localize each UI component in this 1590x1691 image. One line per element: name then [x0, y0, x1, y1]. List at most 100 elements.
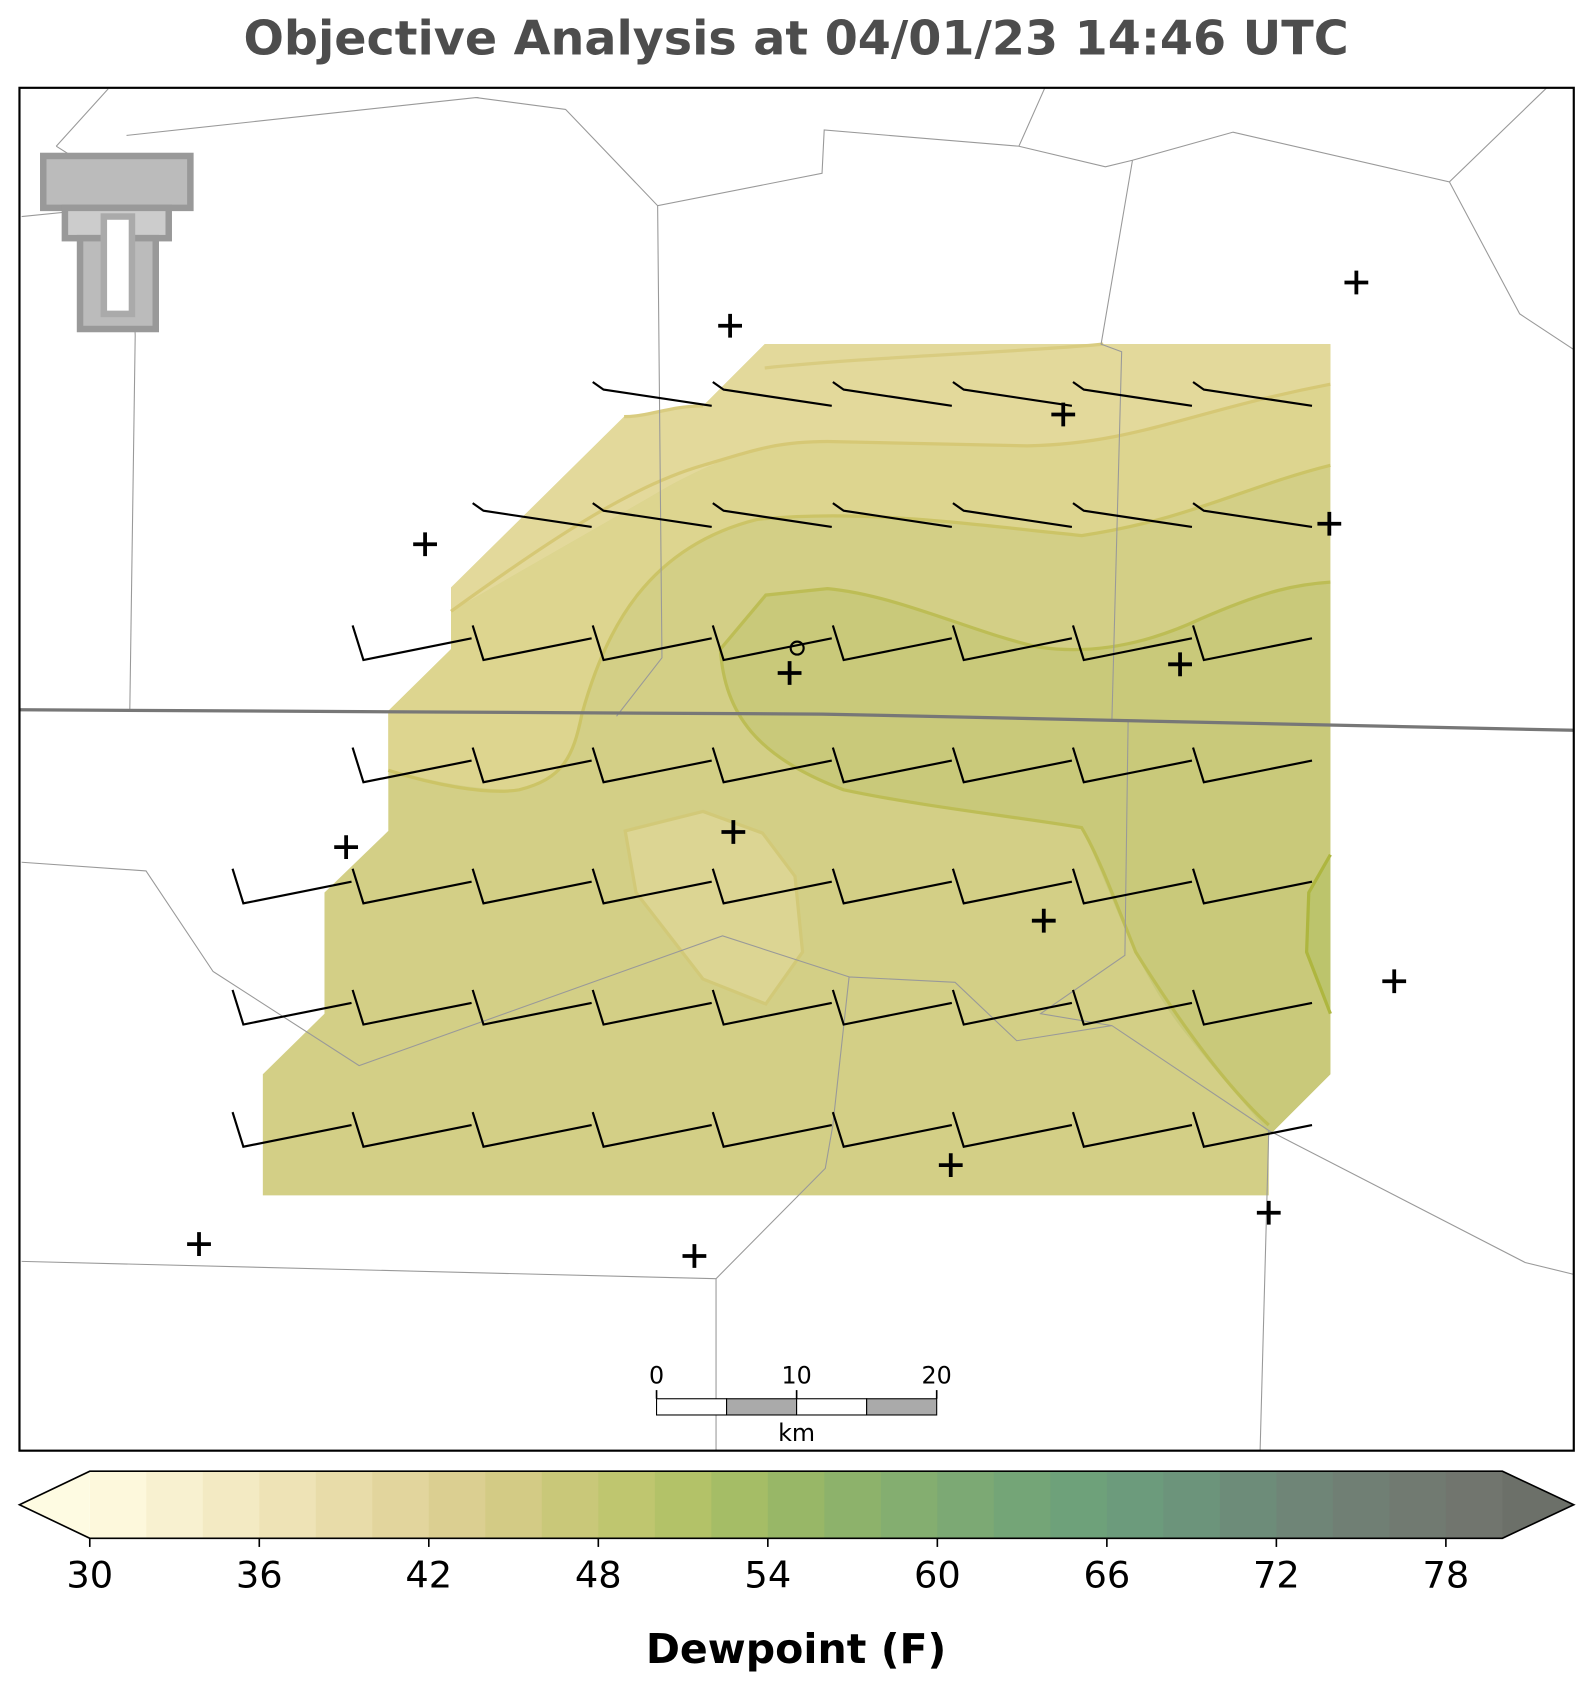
colorbar-bin [202, 1471, 260, 1539]
wind-barb [591, 989, 712, 1026]
wind-barb [471, 989, 592, 1026]
colorbar-tick-label: 42 [405, 1554, 452, 1597]
wind-barb [591, 747, 712, 784]
wind-barb [1071, 625, 1193, 662]
colorbar-tick-label: 66 [1083, 1554, 1130, 1597]
wind-barb [1192, 625, 1313, 662]
wind-barb [1071, 747, 1193, 784]
colorbar-bin [1219, 1471, 1277, 1539]
contour-fill [625, 811, 803, 1004]
station [718, 313, 743, 338]
wind-barb [951, 625, 1073, 662]
scale-segment [866, 1398, 938, 1416]
colorbar-bin [259, 1471, 317, 1539]
colorbar-tick-label: 48 [575, 1554, 622, 1597]
wind-barb [1071, 1111, 1193, 1148]
colorbar-bin [880, 1471, 938, 1539]
wind-barb [951, 989, 1073, 1026]
station [1382, 969, 1407, 994]
colorbar-tick-label: 54 [744, 1554, 791, 1597]
colorbar-bin [1163, 1471, 1221, 1539]
wind-barb [831, 747, 953, 784]
contour-fill [451, 344, 1331, 612]
colorbar: 30 36 42 48 54 60 66 72 78 [17, 1470, 1576, 1597]
scale-segment [656, 1398, 728, 1416]
wind-barb [1071, 868, 1193, 905]
colorbar-over [1502, 1471, 1574, 1539]
colorbar-tick-label: 72 [1253, 1554, 1300, 1597]
wind-barb [1192, 868, 1313, 905]
wind-barb [1192, 381, 1313, 407]
colorbar-bin [1106, 1471, 1164, 1539]
wind-barb [591, 625, 712, 662]
colorbar-bin [315, 1471, 373, 1539]
colorbar-bin [598, 1471, 656, 1539]
wind-barb [831, 1111, 953, 1148]
contour-fill [1306, 854, 1331, 1014]
station [1344, 270, 1369, 295]
scale-label: 20 [922, 1362, 952, 1390]
station [413, 532, 437, 557]
title: Objective Analysis at 04/01/23 14:46 UTC [243, 11, 1348, 66]
wind-barb [472, 502, 592, 529]
colorbar-bin [711, 1471, 769, 1539]
station [334, 835, 359, 860]
colorbar-bin [89, 1471, 147, 1539]
wind-barb [471, 747, 592, 784]
wind-barb [712, 381, 832, 407]
colorbar-bin [824, 1471, 882, 1539]
wind-barb [1192, 1111, 1313, 1148]
station [187, 1232, 211, 1256]
colorbar-bin [1389, 1471, 1447, 1539]
wind-barb [712, 502, 832, 529]
wind-barb [1192, 747, 1313, 784]
colorbar-bin [654, 1471, 712, 1539]
logo [40, 152, 194, 333]
colorbar-under [19, 1471, 90, 1539]
station [1031, 908, 1056, 933]
wind-barb [591, 868, 712, 905]
wind-barb [711, 625, 832, 662]
wind-barb [832, 381, 952, 407]
wind-barb [591, 1111, 712, 1148]
wind-barb [711, 868, 832, 905]
colorbar-label: Dewpoint (F) [646, 1625, 947, 1673]
wind-barb [951, 747, 1073, 784]
wind-barb [592, 381, 712, 407]
station-calm [789, 640, 805, 656]
colorbar-bin [485, 1471, 543, 1539]
station [777, 661, 802, 685]
wind-barb [831, 868, 953, 905]
wind-barb [1071, 989, 1193, 1026]
wind-barb [471, 625, 592, 662]
station [1051, 402, 1076, 427]
colorbar-bin [993, 1471, 1051, 1539]
station [721, 820, 746, 844]
wind-barb [1072, 381, 1193, 407]
colorbar-bin [372, 1471, 430, 1539]
wind-barb [351, 625, 472, 662]
wind-barb [351, 989, 472, 1026]
colorbar-tick-label: 30 [66, 1554, 113, 1597]
colorbar-bin [1445, 1471, 1503, 1539]
wind-barb [231, 868, 352, 905]
station [1168, 652, 1192, 677]
wind-barb [1192, 989, 1313, 1026]
wind-barb [952, 381, 1073, 407]
colorbar-bin [1276, 1471, 1334, 1539]
wind-barb [592, 502, 712, 529]
wind-barb [952, 502, 1073, 529]
colorbar-bin [146, 1471, 204, 1539]
wind-barb [1072, 502, 1193, 529]
wind-barb [951, 1111, 1073, 1148]
station [1256, 1200, 1281, 1225]
wind-barb [231, 1111, 352, 1148]
wind-barb [471, 1111, 592, 1148]
wind-barb [351, 868, 472, 905]
scale-label: 10 [781, 1362, 811, 1390]
station [938, 1153, 963, 1178]
colorbar-bin [541, 1471, 599, 1539]
wind-barb [351, 747, 472, 784]
wind-barbs [231, 381, 1313, 1148]
wind-barb [831, 625, 953, 662]
